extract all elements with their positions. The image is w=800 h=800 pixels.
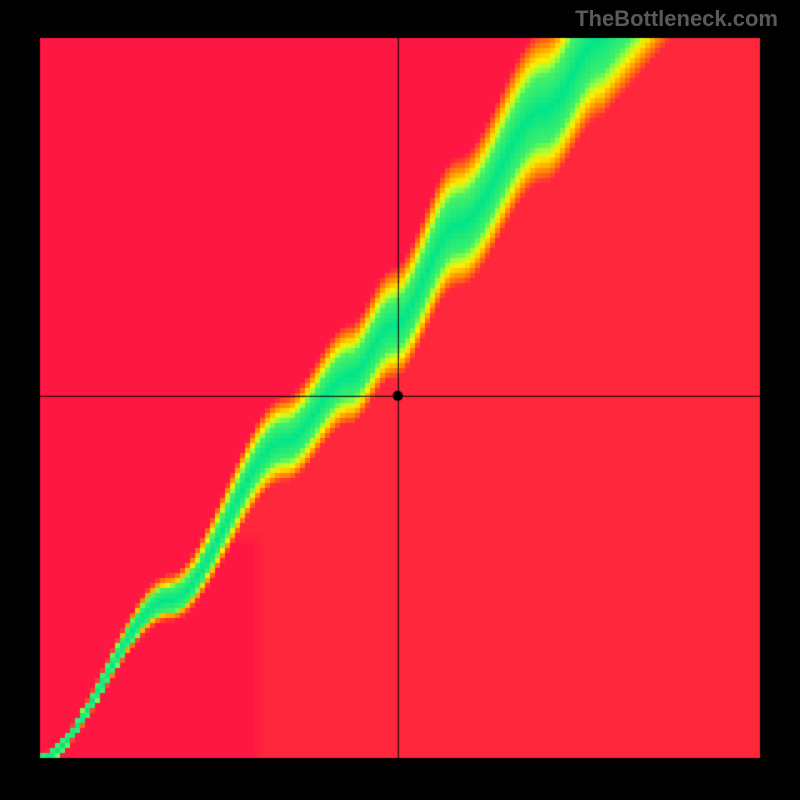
chart-container: TheBottleneck.com xyxy=(0,0,800,800)
bottleneck-heatmap xyxy=(0,0,800,800)
watermark-text: TheBottleneck.com xyxy=(575,6,778,32)
